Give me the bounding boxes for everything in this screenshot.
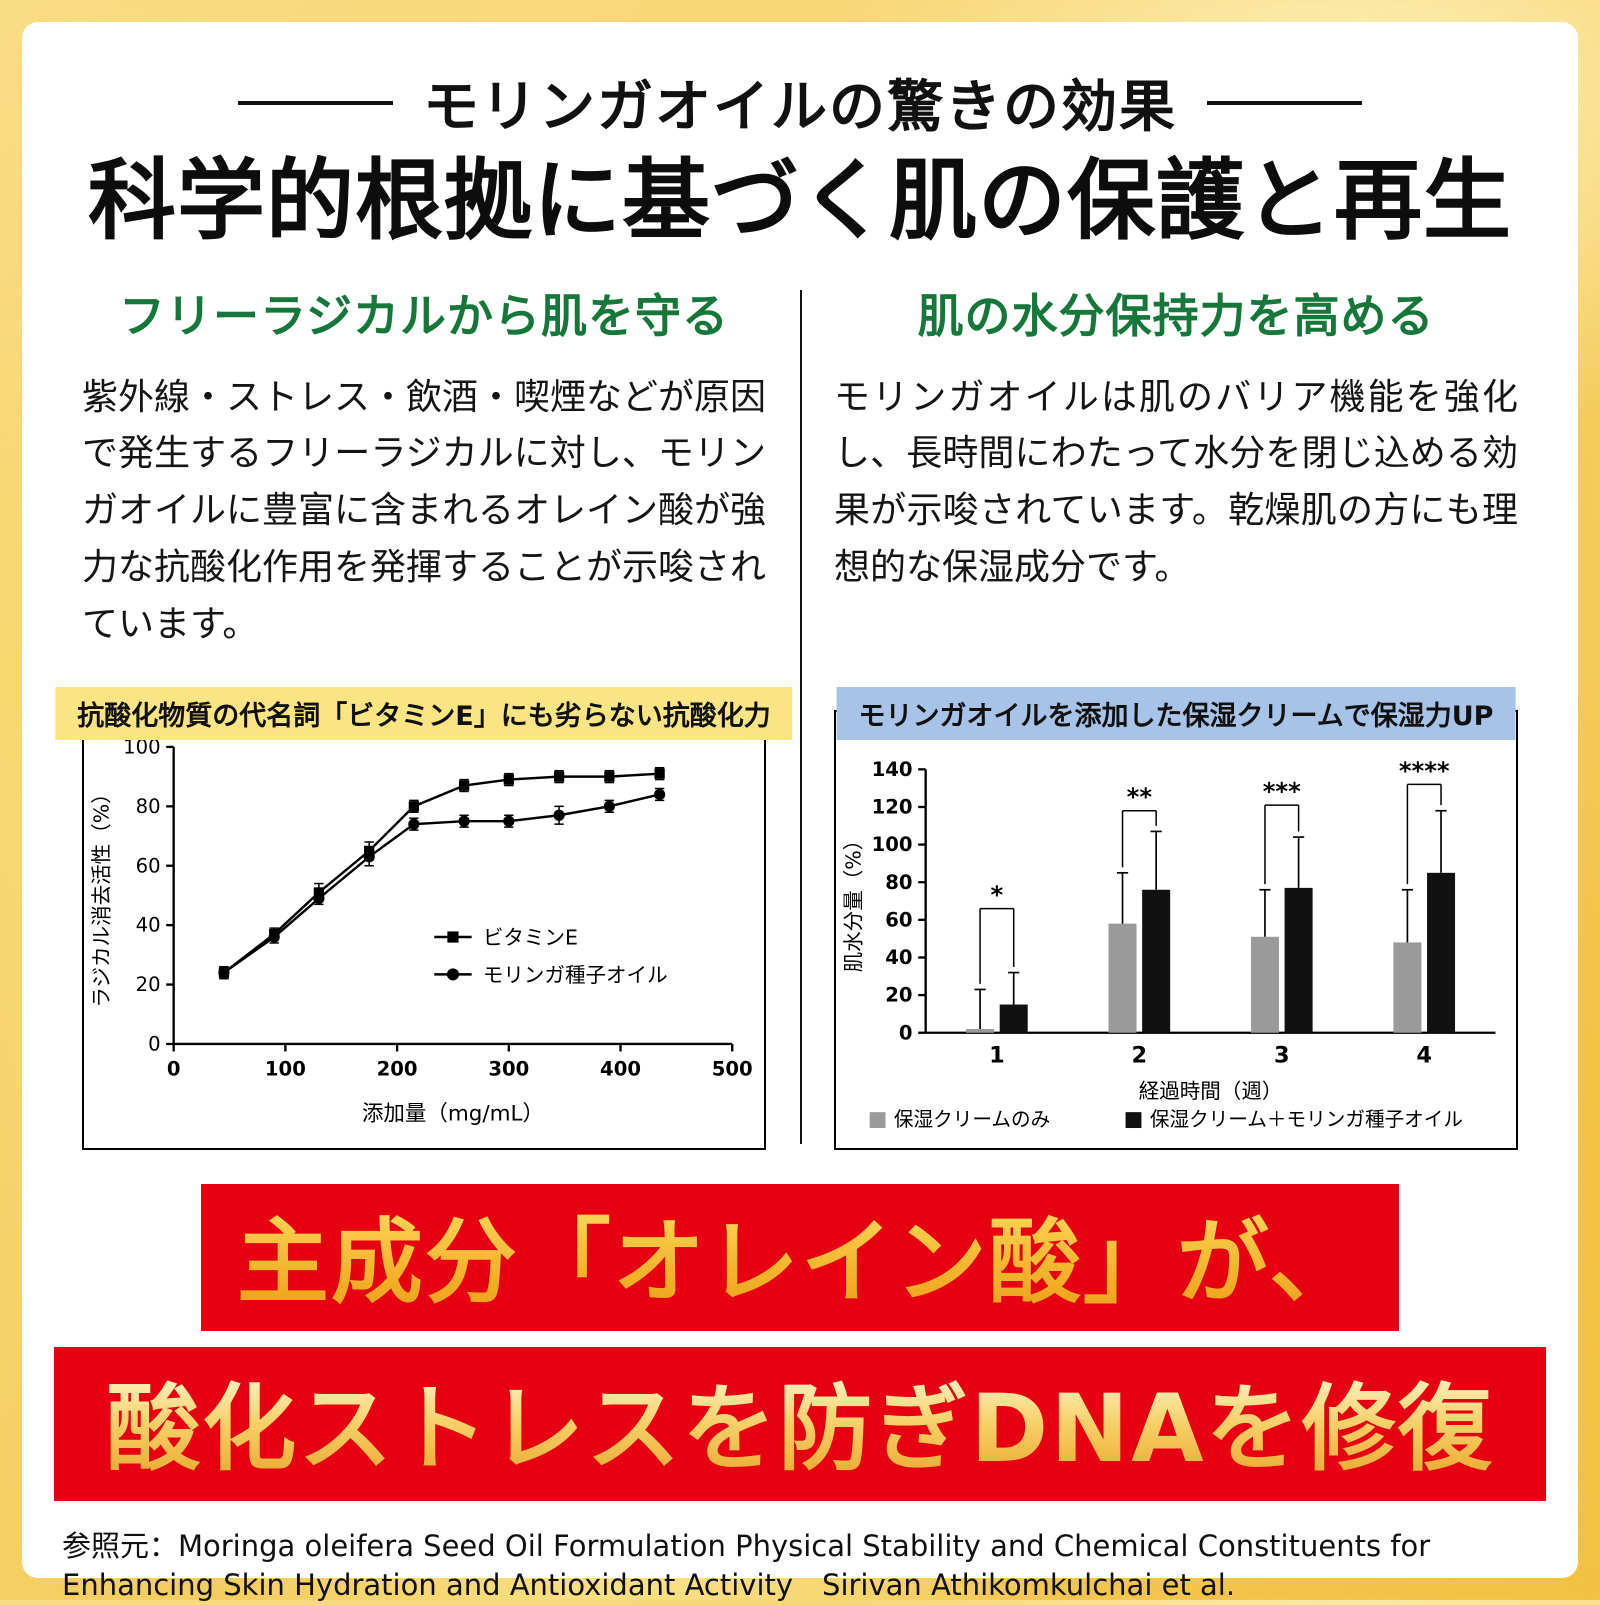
svg-text:300: 300 xyxy=(488,1057,529,1080)
svg-text:0: 0 xyxy=(899,1021,913,1044)
svg-text:140: 140 xyxy=(872,757,913,780)
svg-text:80: 80 xyxy=(885,870,912,893)
banner-line1-text: 主成分「オレイン酸」が、 xyxy=(237,1209,1363,1316)
svg-text:0: 0 xyxy=(148,1032,160,1055)
svg-text:ビタミンE: ビタミンE xyxy=(483,925,578,949)
svg-text:添加量（mg/mL）: 添加量（mg/mL） xyxy=(362,1101,544,1126)
svg-text:***: *** xyxy=(1263,776,1301,805)
kicker: モリンガオイルの驚きの効果 xyxy=(48,62,1552,143)
left-heading: フリーラジカルから肌を守る xyxy=(82,280,766,346)
svg-text:保湿クリーム＋モリンガ種子オイル: 保湿クリーム＋モリンガ種子オイル xyxy=(1150,1108,1463,1131)
svg-text:500: 500 xyxy=(712,1057,753,1080)
svg-text:20: 20 xyxy=(136,973,161,996)
svg-text:40: 40 xyxy=(136,913,161,936)
svg-text:100: 100 xyxy=(872,833,913,856)
svg-text:100: 100 xyxy=(265,1057,306,1080)
right-heading: 肌の水分保持力を高める xyxy=(834,280,1518,346)
svg-text:2: 2 xyxy=(1132,1042,1148,1068)
svg-text:20: 20 xyxy=(885,983,912,1006)
svg-text:モリンガ種子オイル: モリンガ種子オイル xyxy=(483,962,668,986)
svg-text:0: 0 xyxy=(167,1057,181,1080)
main-headline: 科学的根拠に基づく肌の保護と再生 xyxy=(48,151,1552,250)
svg-text:80: 80 xyxy=(136,794,161,817)
svg-text:120: 120 xyxy=(872,795,913,818)
svg-text:保湿クリームのみ: 保湿クリームのみ xyxy=(894,1108,1050,1131)
right-body: モリンガオイルは肌のバリア機能を強化し、長時間にわたって水分を閉じ込める効果が示… xyxy=(834,370,1518,662)
kicker-line-left xyxy=(238,101,393,105)
svg-text:ラジカル消去活性（%）: ラジカル消去活性（%） xyxy=(89,783,113,1007)
antioxidant-chart-title: 抗酸化物質の代名詞「ビタミンE」にも劣らない抗酸化力 xyxy=(55,687,792,740)
svg-text:*: * xyxy=(991,880,1004,909)
svg-text:1: 1 xyxy=(989,1042,1005,1068)
hydration-chart: 0 20 40 60 80 100 120 140 肌水分量（%） * 1 ** 2 *** 3 **** 4 経… xyxy=(836,712,1516,1148)
svg-text:60: 60 xyxy=(136,854,161,877)
column-divider xyxy=(800,290,802,1144)
banner-line2: 酸化ストレスを防ぎDNAを修復 xyxy=(54,1347,1546,1501)
content-card: モリンガオイルの驚きの効果 科学的根拠に基づく肌の保護と再生 フリーラジカルから… xyxy=(22,22,1578,1578)
svg-text:4: 4 xyxy=(1416,1042,1432,1068)
svg-text:****: **** xyxy=(1399,755,1450,784)
svg-text:3: 3 xyxy=(1274,1042,1290,1068)
svg-text:60: 60 xyxy=(885,908,912,931)
banner-line1: 主成分「オレイン酸」が、 xyxy=(201,1184,1399,1331)
right-column: 肌の水分保持力を高める モリンガオイルは肌のバリア機能を強化し、長時間にわたって… xyxy=(800,280,1552,1150)
svg-text:**: ** xyxy=(1127,782,1153,811)
svg-text:400: 400 xyxy=(600,1057,641,1080)
svg-text:肌水分量（%）: 肌水分量（%） xyxy=(841,829,865,972)
hydration-chart-title: モリンガオイルを添加した保湿クリームで保湿力UP xyxy=(837,687,1516,740)
svg-text:40: 40 xyxy=(885,946,912,969)
columns-section: フリーラジカルから肌を守る 紫外線・ストレス・飲酒・喫煙などが原因で発生するフリ… xyxy=(48,280,1552,1150)
left-column: フリーラジカルから肌を守る 紫外線・ストレス・飲酒・喫煙などが原因で発生するフリ… xyxy=(48,280,800,1150)
banner-line2-text: 酸化ストレスを防ぎDNAを修復 xyxy=(106,1375,1493,1484)
svg-text:200: 200 xyxy=(377,1057,418,1080)
left-body: 紫外線・ストレス・飲酒・喫煙などが原因で発生するフリーラジカルに対し、モリンガオ… xyxy=(82,370,766,662)
kicker-line-right xyxy=(1207,101,1362,105)
kicker-text: モリンガオイルの驚きの効果 xyxy=(423,62,1177,143)
svg-text:経過時間（週）: 経過時間（週） xyxy=(1139,1079,1283,1103)
reference-text: 参照元：Moringa oleifera Seed Oil Formulatio… xyxy=(48,1527,1552,1605)
